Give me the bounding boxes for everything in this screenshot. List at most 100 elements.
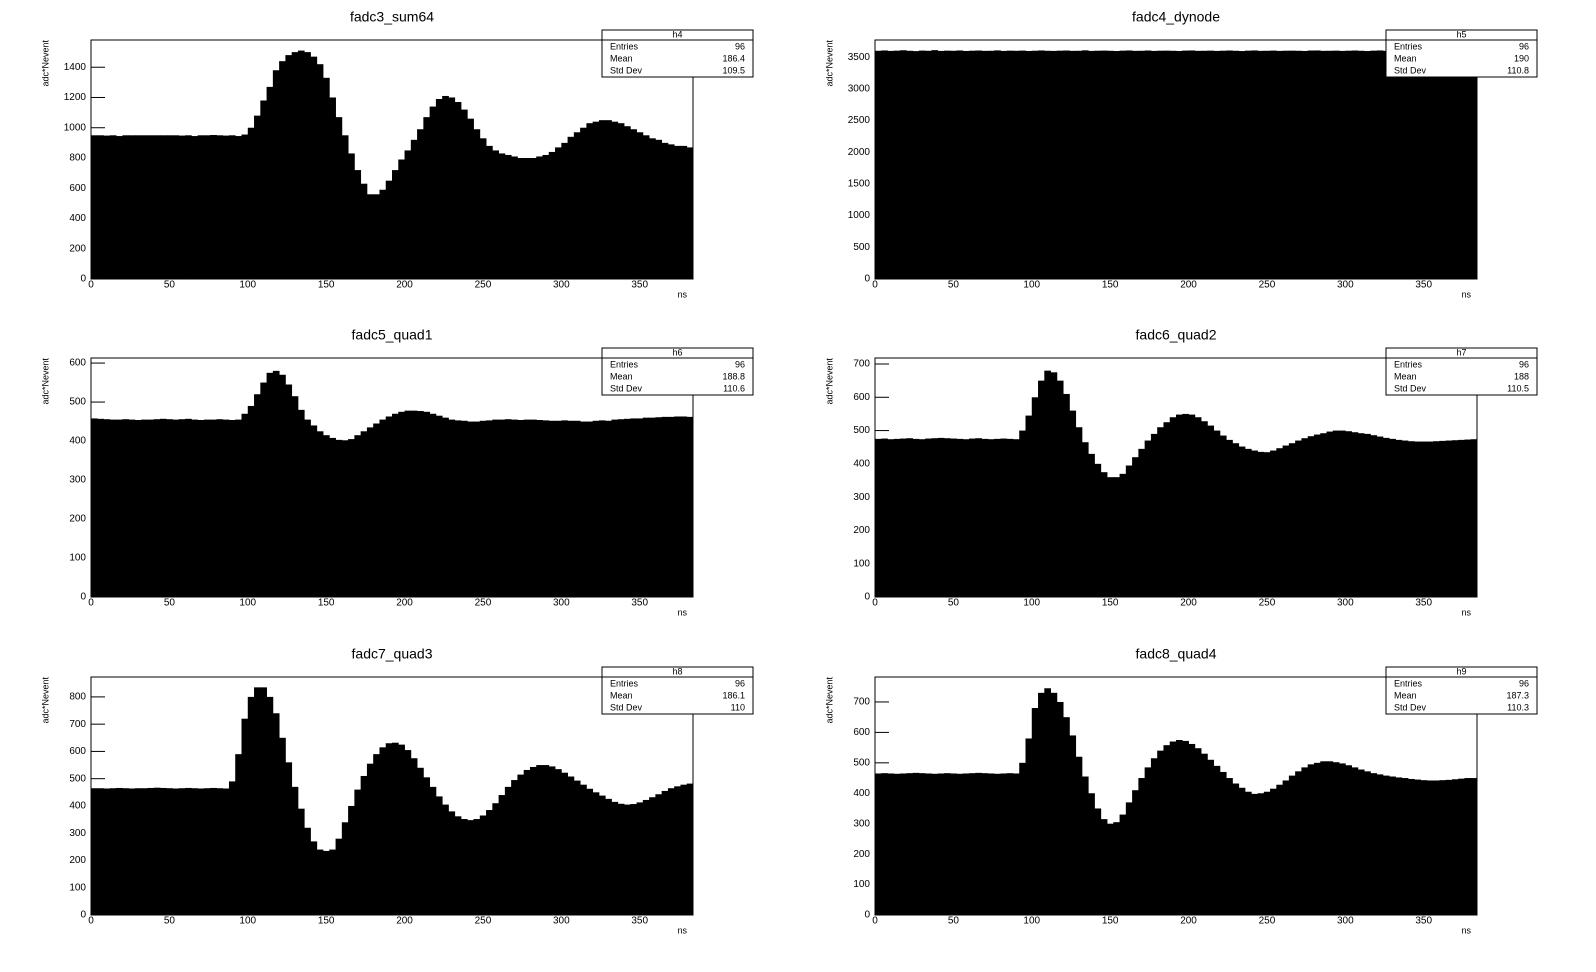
bar	[1351, 432, 1359, 597]
bar	[987, 50, 995, 279]
bar	[1188, 414, 1196, 597]
bar	[360, 431, 368, 597]
bar	[366, 427, 374, 597]
bar	[686, 783, 694, 915]
bar	[1081, 776, 1089, 915]
bar	[611, 121, 619, 279]
chart-title: fadc4_dynode	[1132, 9, 1220, 25]
bar	[1201, 50, 1208, 279]
bar	[1207, 759, 1215, 915]
bar	[1282, 780, 1290, 915]
x-tick-label: 200	[396, 598, 413, 609]
y-tick-label: 100	[853, 558, 870, 569]
bar	[247, 127, 255, 279]
stats-label: Mean	[610, 690, 633, 700]
bar	[1176, 50, 1183, 279]
bar	[1226, 439, 1233, 597]
bar	[304, 52, 311, 280]
panel: fadc6_quad2 0 100 200 300 400 500 600 700 0 50 100 1…	[824, 327, 1538, 617]
bar	[511, 780, 518, 915]
bar	[1163, 50, 1171, 280]
x-tick-label: 250	[475, 916, 492, 927]
bar	[1138, 50, 1146, 279]
bar	[379, 189, 387, 279]
stats-label: Mean	[610, 371, 633, 381]
bar	[1326, 761, 1334, 915]
bar	[680, 145, 688, 279]
y-tick-label: 200	[853, 849, 870, 860]
x-tick-label: 250	[1259, 916, 1276, 927]
bar	[950, 50, 957, 279]
bar	[228, 781, 236, 915]
panel: fadc7_quad3 0 100 200 300 400 500 600 700 800 0 50 1…	[40, 646, 754, 935]
bar	[1395, 777, 1403, 915]
bar	[1426, 780, 1434, 915]
bar	[1038, 692, 1045, 915]
bar	[128, 788, 136, 915]
bar	[316, 431, 324, 597]
bar	[103, 419, 111, 597]
bar	[429, 413, 437, 597]
bar	[994, 438, 1001, 597]
bar	[1213, 50, 1221, 280]
bar	[479, 420, 487, 597]
bar	[1219, 50, 1227, 280]
bar	[1301, 767, 1309, 915]
bar	[900, 438, 907, 597]
bar	[1276, 448, 1284, 597]
bar	[975, 772, 983, 915]
bar	[881, 773, 888, 915]
bar	[1295, 50, 1302, 279]
bar	[511, 419, 518, 597]
bar	[222, 788, 230, 915]
x-tick-label: 100	[1023, 916, 1040, 927]
y-tick-label: 100	[69, 553, 86, 564]
stats-value: 110.8	[1507, 65, 1529, 75]
bar	[310, 841, 318, 915]
bar	[1307, 50, 1315, 280]
bar	[667, 416, 675, 597]
bar	[410, 410, 418, 597]
bar	[605, 120, 612, 279]
bar	[1357, 50, 1365, 279]
bar	[203, 135, 211, 279]
bar	[197, 788, 205, 915]
bar	[981, 50, 989, 280]
bar	[1244, 448, 1252, 597]
bar	[1138, 448, 1146, 597]
bar	[1320, 433, 1327, 597]
bar	[1081, 442, 1089, 597]
bar	[1056, 380, 1064, 597]
bar	[241, 134, 249, 279]
bar	[504, 786, 512, 915]
bar	[1144, 50, 1152, 280]
bar	[122, 419, 130, 597]
bar	[1257, 50, 1265, 280]
bar	[279, 737, 286, 915]
bar	[1470, 778, 1478, 915]
y-tick-label: 100	[853, 879, 870, 890]
bar	[191, 136, 199, 279]
y-tick-label: 1200	[64, 92, 87, 103]
bar	[1339, 763, 1346, 915]
bar	[467, 421, 474, 597]
bar	[1056, 50, 1064, 280]
y-tick-label: 500	[853, 425, 870, 436]
y-tick-label: 1500	[848, 179, 871, 190]
bar	[1019, 50, 1026, 279]
bar	[492, 803, 500, 915]
bar	[435, 415, 443, 597]
bar	[373, 754, 380, 915]
bar	[385, 743, 393, 915]
bar	[1389, 776, 1396, 915]
y-tick-label: 3500	[848, 52, 871, 63]
bar	[1207, 425, 1215, 597]
bar	[1270, 50, 1277, 279]
y-tick-label: 200	[69, 855, 86, 866]
bar	[216, 788, 224, 915]
bar	[1470, 50, 1478, 280]
y-tick-label: 400	[853, 788, 870, 799]
bar	[1132, 50, 1139, 280]
y-tick-label: 2500	[848, 115, 871, 126]
bar	[1313, 434, 1321, 597]
